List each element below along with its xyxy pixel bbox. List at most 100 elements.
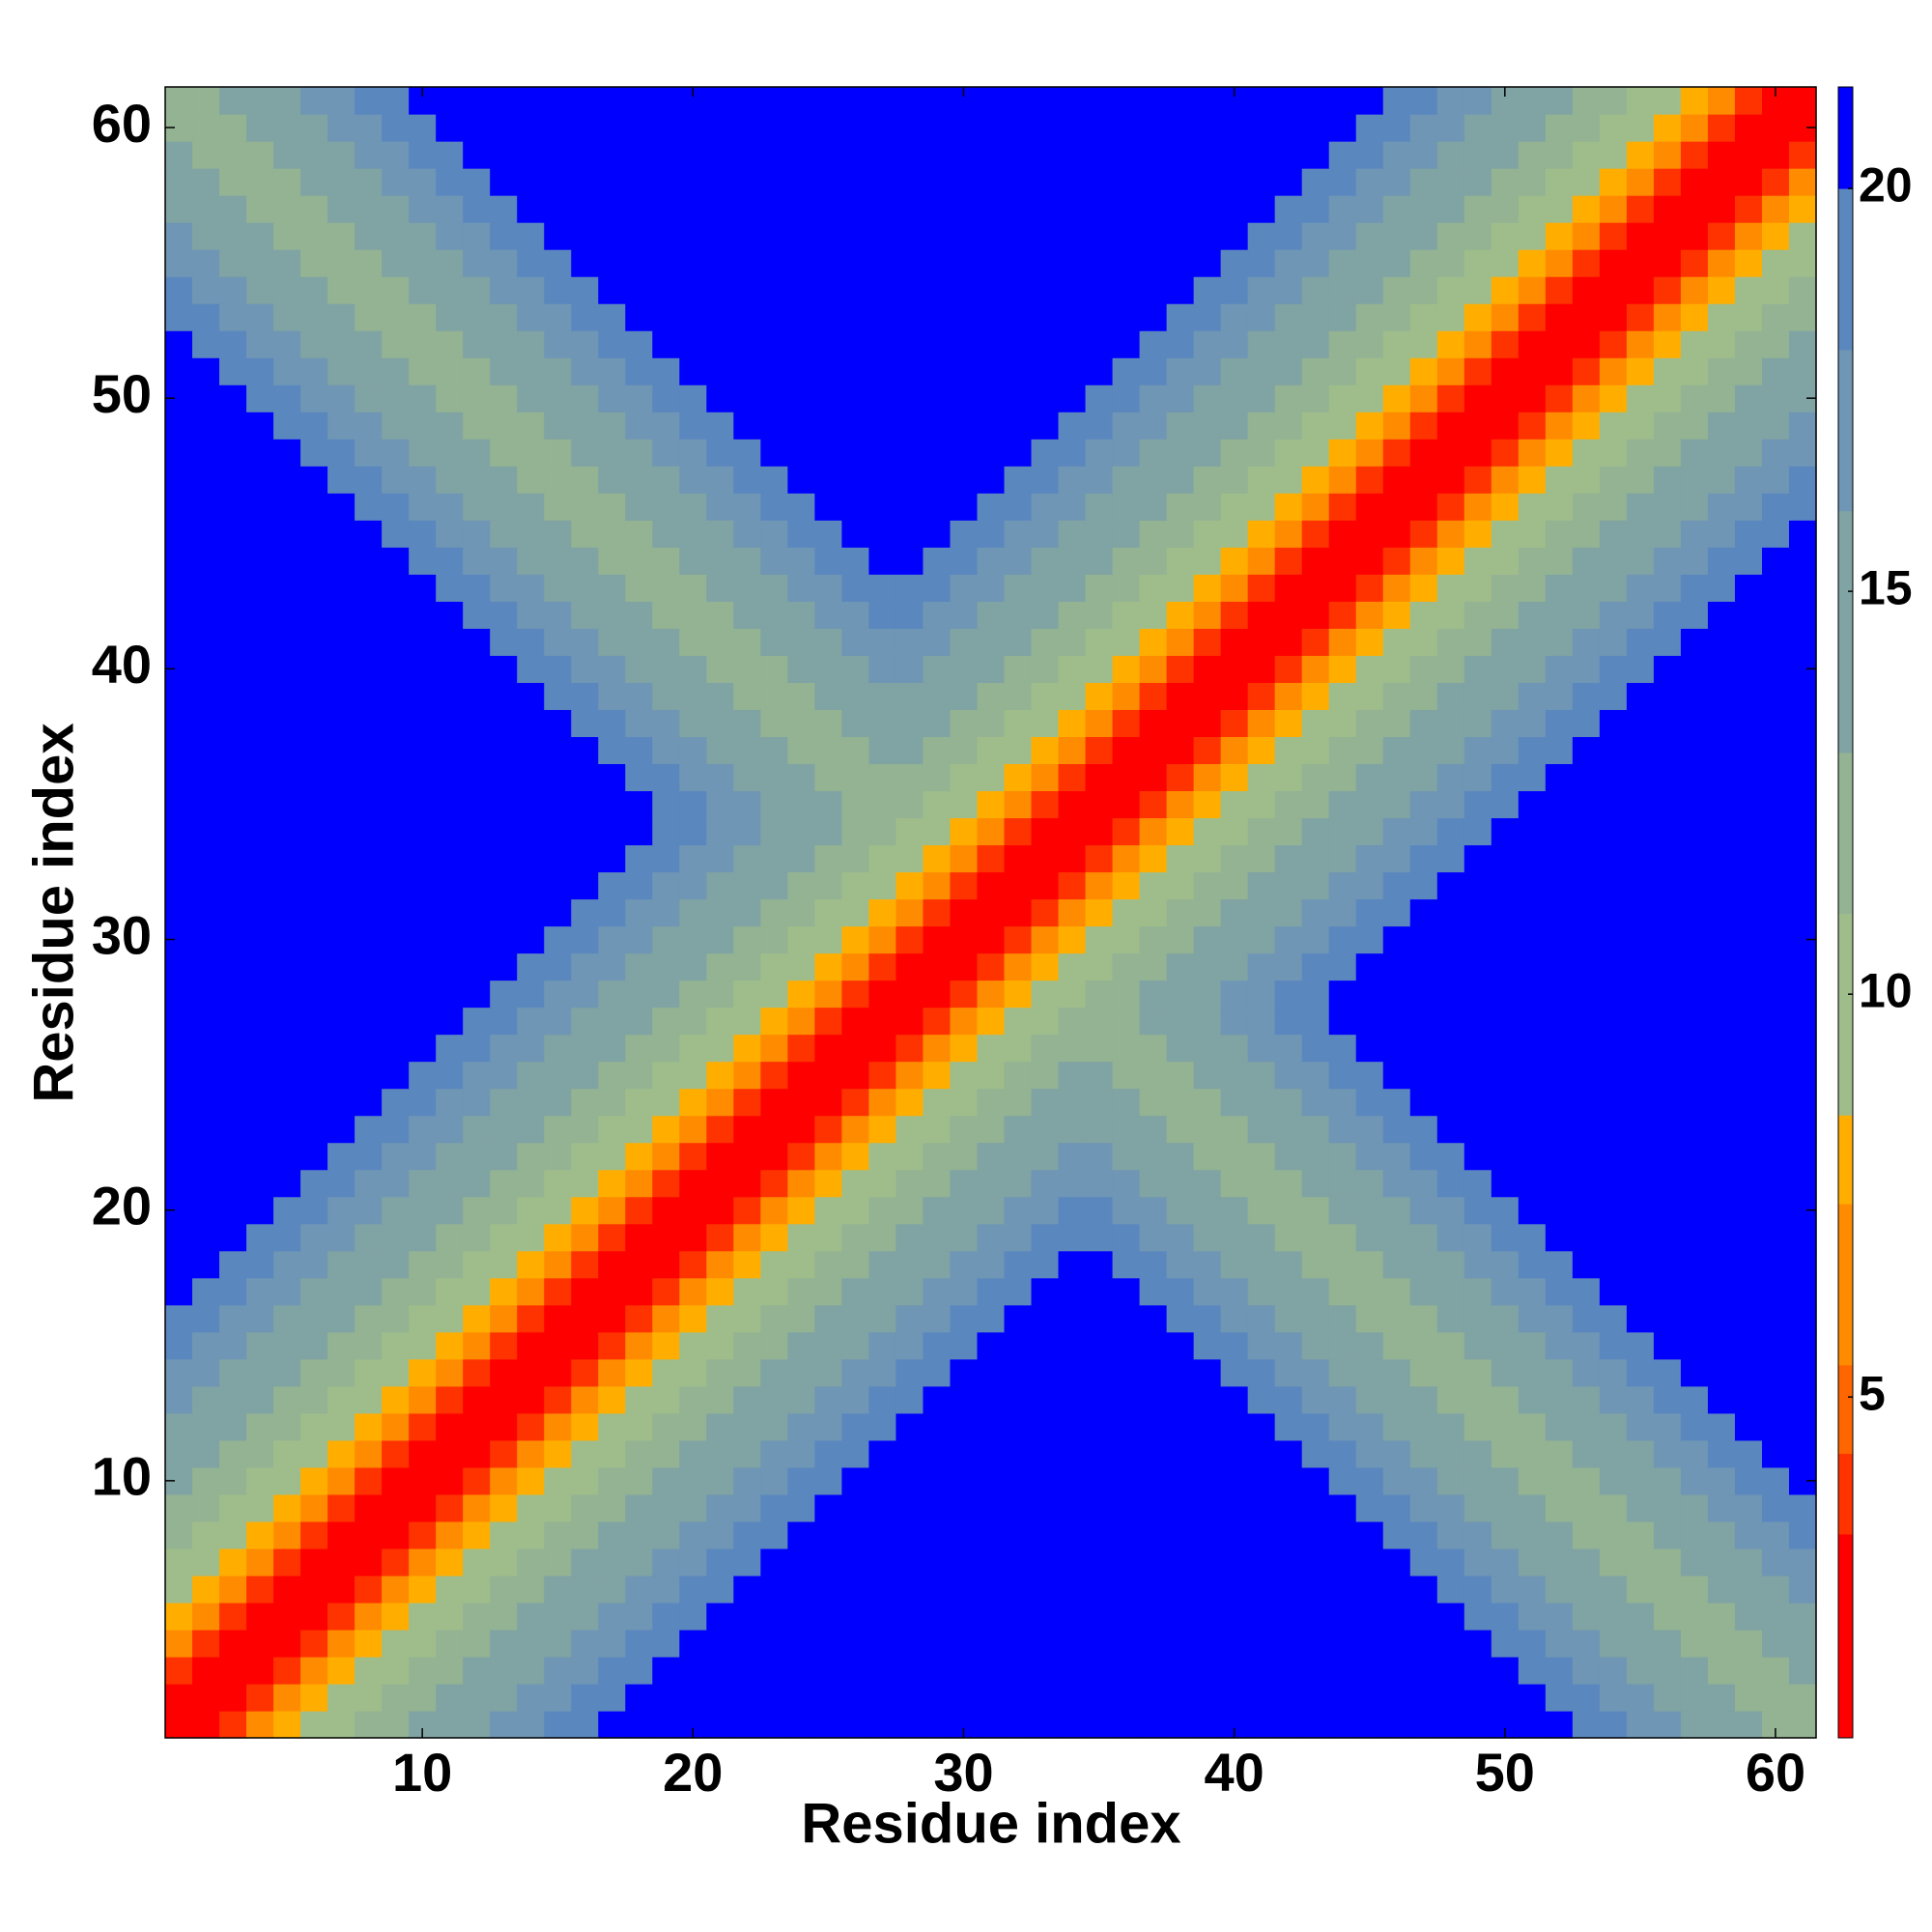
heatmap-cell <box>409 1439 437 1468</box>
heatmap-cell <box>977 1331 1006 1360</box>
heatmap-cell <box>219 817 247 846</box>
heatmap-cell <box>1301 952 1330 981</box>
heatmap-cell <box>1788 439 1817 467</box>
heatmap-cell <box>1328 1602 1357 1631</box>
heatmap-cell <box>1220 1196 1249 1225</box>
heatmap-cell <box>1518 1575 1547 1604</box>
heatmap-cell <box>1247 1196 1276 1225</box>
heatmap-cell <box>1355 493 1384 521</box>
heatmap-cell <box>165 628 193 656</box>
heatmap-cell <box>1545 412 1574 440</box>
heatmap-cell <box>868 1575 897 1604</box>
heatmap-cell <box>1355 1412 1384 1441</box>
heatmap-cell <box>598 655 626 683</box>
heatmap-cell <box>787 655 815 683</box>
heatmap-cell <box>1518 736 1547 765</box>
heatmap-cell <box>327 1466 355 1495</box>
heatmap-cell <box>409 574 437 602</box>
heatmap-cell <box>625 952 653 981</box>
heatmap-cell <box>733 1304 761 1333</box>
heatmap-cell <box>1112 357 1141 385</box>
heatmap-cell <box>1599 384 1628 412</box>
heatmap-cell <box>1463 1466 1492 1495</box>
heatmap-cell <box>1545 844 1574 873</box>
heatmap-cell <box>1382 493 1411 521</box>
heatmap-cell <box>1545 763 1574 792</box>
heatmap-cell <box>1518 1196 1547 1225</box>
heatmap-cell <box>1274 1250 1303 1279</box>
heatmap-cell <box>1004 844 1033 873</box>
heatmap-cell <box>1328 222 1357 250</box>
heatmap-cell <box>1274 1439 1303 1468</box>
heatmap-cell <box>977 1385 1006 1414</box>
heatmap-cell <box>1734 871 1763 900</box>
heatmap-cell <box>895 1493 924 1522</box>
heatmap-cell <box>1734 357 1763 385</box>
heatmap-cell <box>1031 1683 1060 1712</box>
heatmap-cell <box>1058 1439 1087 1468</box>
heatmap-cell <box>219 412 247 440</box>
heatmap-cell <box>1382 1602 1411 1631</box>
heatmap-cell <box>841 980 870 1009</box>
heatmap-cell <box>192 1169 220 1198</box>
heatmap-cell <box>273 817 301 846</box>
heatmap-cell <box>1085 655 1114 683</box>
heatmap-cell <box>1409 276 1438 304</box>
heatmap-cell <box>219 1088 247 1117</box>
heatmap-cell <box>1707 1088 1736 1117</box>
heatmap-cell <box>1166 1007 1195 1036</box>
heatmap-cell <box>1491 1250 1520 1279</box>
heatmap-cell <box>1518 357 1547 385</box>
heatmap-cell <box>679 547 707 575</box>
heatmap-cell <box>436 1358 464 1387</box>
heatmap-cell <box>355 1656 383 1685</box>
heatmap-cell <box>1247 547 1276 575</box>
heatmap-cell <box>382 1466 410 1495</box>
x-tick-label: 40 <box>1204 1742 1264 1803</box>
heatmap-cell <box>517 655 545 683</box>
heatmap-cell <box>598 1034 626 1063</box>
heatmap-cell <box>760 384 788 412</box>
heatmap-cell <box>1301 1602 1330 1631</box>
heatmap-cell <box>246 1304 274 1333</box>
heatmap-cell <box>219 682 247 710</box>
heatmap-cell <box>1653 736 1682 765</box>
heatmap-cell <box>436 655 464 683</box>
heatmap-cell <box>246 1710 274 1739</box>
heatmap-cell <box>1058 1007 1087 1036</box>
heatmap-cell <box>1058 736 1087 765</box>
heatmap-cell <box>1788 980 1817 1009</box>
heatmap-cell <box>760 1466 788 1495</box>
heatmap-cell <box>868 790 897 819</box>
heatmap-cell <box>1247 817 1276 846</box>
heatmap-cell <box>1463 1358 1492 1387</box>
heatmap-cell <box>1355 439 1384 467</box>
heatmap-cell <box>1112 1493 1141 1522</box>
heatmap-cell <box>1491 736 1520 765</box>
heatmap-cell <box>165 1683 193 1712</box>
heatmap-cell <box>1518 466 1547 494</box>
heatmap-cell <box>1247 980 1276 1009</box>
heatmap-cell <box>246 466 274 494</box>
heatmap-cell <box>1463 682 1492 710</box>
heatmap-cell <box>382 1223 410 1252</box>
heatmap-cell <box>1166 817 1195 846</box>
heatmap-cell <box>1112 736 1141 765</box>
heatmap-cell <box>544 898 572 927</box>
heatmap-cell <box>1220 763 1249 792</box>
heatmap-cell <box>1112 1629 1141 1658</box>
heatmap-cell <box>490 547 518 575</box>
heatmap-cell <box>1031 574 1060 602</box>
heatmap-cell <box>679 330 707 358</box>
heatmap-cell <box>1653 87 1682 115</box>
heatmap-cell <box>246 790 274 819</box>
heatmap-cell <box>814 1250 843 1279</box>
heatmap-cell <box>1491 1575 1520 1604</box>
heatmap-cell <box>1301 520 1330 548</box>
heatmap-cell <box>841 1304 870 1333</box>
heatmap-cell <box>409 1629 437 1658</box>
heatmap-cell <box>1058 1602 1087 1631</box>
heatmap-cell <box>409 1034 437 1063</box>
heatmap-cell <box>1112 1385 1141 1414</box>
heatmap-cell <box>1058 1250 1087 1279</box>
